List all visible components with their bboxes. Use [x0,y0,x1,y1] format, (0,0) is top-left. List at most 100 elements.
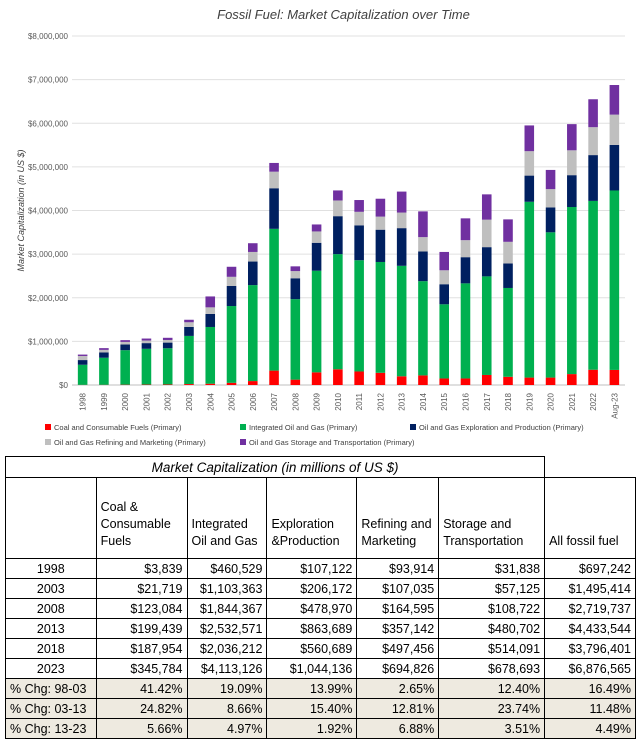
bar-segment [163,338,173,340]
bar-segment [333,216,343,254]
bar-segment [205,327,215,384]
legend-swatch [240,439,246,445]
table-cell: $480,702 [439,619,545,639]
bar-segment [142,349,152,385]
stacked-bar-chart: Fossil Fuel: Market Capitalization over … [0,0,640,452]
bar-segment [439,378,449,385]
bar-segment [333,369,343,385]
bar-segment [503,242,513,264]
x-tick-label: Aug-23 [610,392,619,418]
bar-segment [397,266,407,376]
bar-segment [588,127,598,155]
bar-segment [163,348,173,384]
pct-cell: 23.74% [439,699,545,719]
header-all: All fossil fuel [545,478,636,559]
chart-title: Fossil Fuel: Market Capitalization over … [217,7,470,22]
legend-swatch [45,439,51,445]
y-tick-label: $0 [59,381,68,390]
bar-segment [397,213,407,229]
bar-segment [227,267,237,277]
bar-segment [567,175,577,207]
legend-swatch [240,424,246,430]
row-year: 2003 [6,579,97,599]
pct-cell: 24.82% [96,699,187,719]
x-tick-label: 2012 [376,392,385,410]
bar-segment [461,378,471,385]
bar-segment [269,163,279,172]
pct-row-label: % Chg: 03-13 [6,699,97,719]
bar-segment [482,276,492,375]
bar-segment [78,356,88,360]
bar-segment [248,252,258,262]
x-tick-label: 2007 [270,392,279,410]
bar-segment [248,243,258,252]
bar-segment [588,201,598,370]
bar-segment [376,262,386,373]
bar-segment [291,266,301,271]
bar-segment [439,304,449,378]
bar-segment [248,285,258,381]
table-cell: $357,142 [357,619,439,639]
x-tick-label: 2020 [547,392,556,410]
bar-segment [610,190,620,369]
bar-segment [503,377,513,385]
pct-cell: 4.49% [545,719,636,739]
bar-segment [418,281,428,375]
bar-segment [291,299,301,379]
pct-cell: 15.40% [267,699,357,719]
bar-segment [227,383,237,385]
x-tick-label: 2002 [164,392,173,410]
bar-segment [99,352,109,357]
x-tick-label: 2005 [228,392,237,410]
table-cell: $3,839 [96,559,187,579]
x-tick-label: 2015 [440,392,449,410]
bar-segment [588,370,598,385]
x-tick-label: 2016 [461,392,470,410]
bar-segment [418,211,428,237]
table-row: 2003$21,719$1,103,363$206,172$107,035$57… [6,579,636,599]
table-cell: $1,844,367 [187,599,267,619]
table-cell: $123,084 [96,599,187,619]
table-cell: $678,693 [439,659,545,679]
bar-segment [503,264,513,288]
table-header-row: Coal & Consumable Fuels Integrated Oil a… [6,478,636,559]
bar-segment [461,257,471,283]
bar-segment [567,150,577,175]
bar-segment [184,336,194,384]
bar-segment [78,365,88,385]
pct-cell: 1.92% [267,719,357,739]
bar-segment [184,322,194,327]
bar-segment [227,306,237,383]
table-cell: $2,036,212 [187,639,267,659]
pct-cell: 13.99% [267,679,357,699]
bar-segment [205,307,215,314]
bar-segment [312,243,322,271]
pct-cell: 41.42% [96,679,187,699]
x-tick-label: 2018 [504,392,513,410]
bar-segment [227,286,237,306]
bar-segment [333,200,343,216]
bar-segment [376,217,386,230]
legend-label: Coal and Consumable Fuels (Primary) [54,423,182,432]
bar-segment [588,99,598,127]
bar-segment [610,115,620,145]
bar-segment [312,231,322,242]
bar-segment [120,342,130,345]
table-caption-row: Market Capitalization (in millions of US… [6,457,636,478]
bar-segment [525,151,535,175]
x-tick-label: 2009 [313,392,322,410]
bar-segment [184,327,194,336]
pct-cell: 12.81% [357,699,439,719]
table-cell: $560,689 [267,639,357,659]
bar-segment [376,373,386,385]
table-caption: Market Capitalization (in millions of US… [6,457,545,478]
pct-cell: 5.66% [96,719,187,739]
bar-segment [418,237,428,251]
bar-segment [269,229,279,371]
bar-segment [99,358,109,385]
bar-segment [354,200,364,212]
bar-segment [248,262,258,286]
pct-cell: 19.09% [187,679,267,699]
x-tick-label: 2003 [185,392,194,410]
